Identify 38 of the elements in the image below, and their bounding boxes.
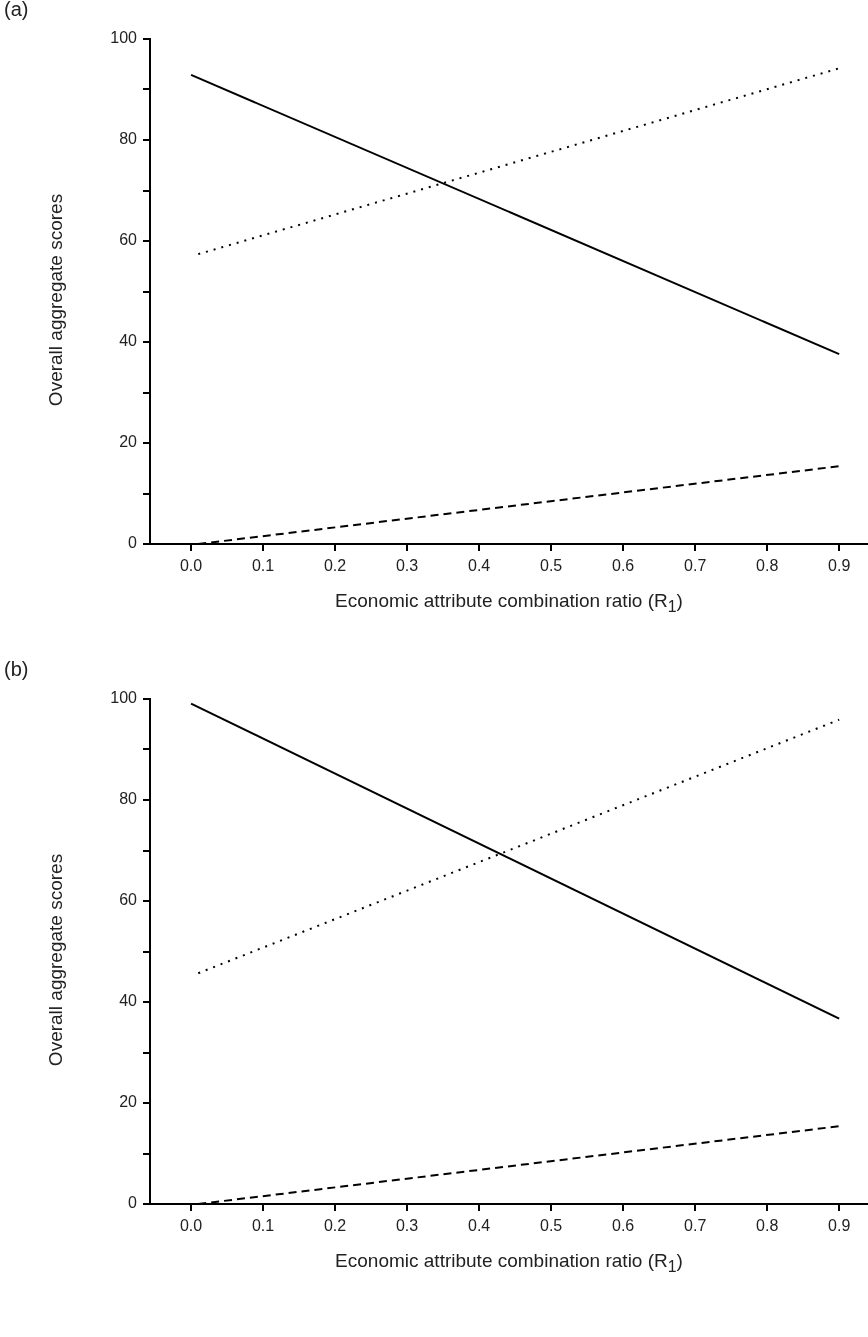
chart-title: (a): [4, 0, 29, 21]
x-tick-label: 0.6: [612, 557, 635, 575]
x-tick-label: 0.1: [251, 557, 275, 575]
y-tick-label: 80: [119, 790, 138, 808]
y-tick-label: 80: [119, 130, 138, 148]
x-tick-label: 0.5: [540, 557, 563, 575]
y-tick-label: 100: [110, 689, 138, 707]
chart-title: (b): [4, 658, 29, 681]
x-tick-label: 0.5: [540, 1217, 563, 1235]
x-tick-label: 0.7: [684, 557, 707, 575]
y-tick-label: 0: [128, 1194, 138, 1212]
x-tick-label: 0.2: [323, 557, 347, 575]
y-tick-label: 60: [119, 891, 138, 909]
x-tick-label: 0.8: [756, 557, 779, 575]
y-tick-label: 60: [119, 231, 138, 249]
x-tick-label: 0.3: [395, 1217, 419, 1235]
y-tick-label: 0: [128, 534, 138, 552]
x-tick-label: 0.9: [828, 557, 851, 575]
y-axis-title: Overall aggregate scores: [45, 853, 67, 1067]
x-tick-label: 0.3: [395, 557, 419, 575]
x-tick-label: 0.4: [467, 557, 491, 575]
x-tick-label: 0.2: [323, 1217, 347, 1235]
x-tick-label: 0.0: [179, 1217, 203, 1235]
x-tick-label: 0.4: [467, 1217, 491, 1235]
y-tick-label: 40: [119, 332, 138, 350]
y-tick-label: 40: [119, 992, 138, 1010]
x-tick-label: 0.6: [612, 1217, 635, 1235]
x-axis-title: Economic attribute combination ratio (R$_{1}$): [334, 1250, 684, 1276]
y-axis-title: Overall aggregate scores: [45, 193, 67, 407]
x-tick-label: 0.7: [684, 1217, 707, 1235]
y-tick-label: 20: [119, 433, 138, 451]
x-tick-label: 0.1: [251, 1217, 275, 1235]
x-tick-label: 0.0: [179, 557, 203, 575]
y-tick-label: 100: [110, 29, 138, 47]
x-axis-title: Economic attribute combination ratio (R$_{1}$): [334, 590, 684, 616]
x-tick-label: 0.9: [828, 1217, 851, 1235]
x-tick-label: 0.8: [756, 1217, 779, 1235]
y-tick-label: 20: [119, 1093, 138, 1111]
